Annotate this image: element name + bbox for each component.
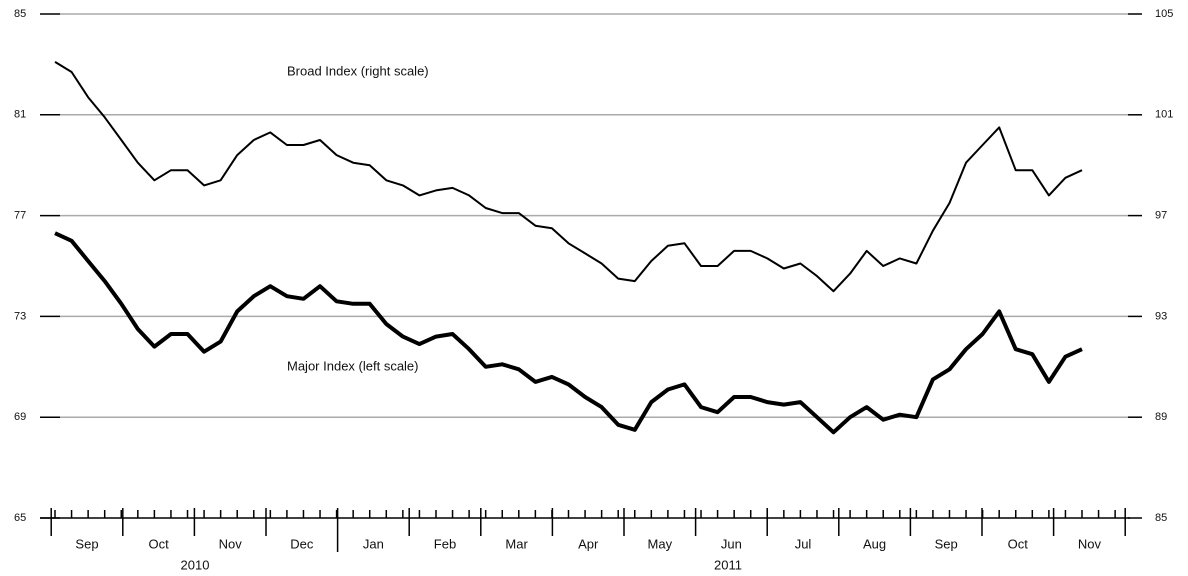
- y-tick-label: 81: [14, 109, 26, 121]
- y-tick-label: 85: [14, 8, 26, 20]
- year-label: 2011: [714, 557, 742, 572]
- x-tick-label: Oct: [148, 536, 169, 551]
- x-tick-label: Aug: [863, 536, 886, 551]
- y-tick-label: 69: [14, 411, 26, 423]
- x-tick-label: Sep: [75, 536, 98, 551]
- data-line: [54, 231, 1083, 435]
- y-tick-label: 73: [14, 310, 26, 322]
- x-tick-label: Jan: [363, 536, 384, 551]
- year-label: 2010: [181, 557, 210, 572]
- x-tick-label: Mar: [505, 536, 528, 551]
- y2-tick-label: 85: [1155, 512, 1167, 524]
- y-tick-label: 77: [14, 210, 26, 222]
- x-tick-label: Jun: [721, 536, 742, 551]
- x-tick-label: Nov: [219, 536, 243, 551]
- annotation: Major Index (left scale): [287, 358, 419, 373]
- x-tick-label: May: [648, 536, 673, 551]
- x-tick-label: Oct: [1008, 536, 1029, 551]
- y2-tick-label: 101: [1155, 109, 1173, 121]
- x-tick-label: Jul: [795, 536, 812, 551]
- annotation: Broad Index (right scale): [287, 63, 429, 78]
- data-line: [54, 61, 1083, 293]
- y2-tick-label: 93: [1155, 310, 1167, 322]
- y2-tick-label: 97: [1155, 210, 1167, 222]
- y2-tick-label: 89: [1155, 411, 1167, 423]
- x-tick-label: Feb: [434, 536, 456, 551]
- y-tick-label: 65: [14, 512, 26, 524]
- x-tick-label: Nov: [1078, 536, 1102, 551]
- x-tick-label: Apr: [578, 536, 599, 551]
- x-tick-label: Dec: [290, 536, 314, 551]
- x-tick-label: Sep: [935, 536, 958, 551]
- y2-tick-label: 105: [1155, 8, 1173, 20]
